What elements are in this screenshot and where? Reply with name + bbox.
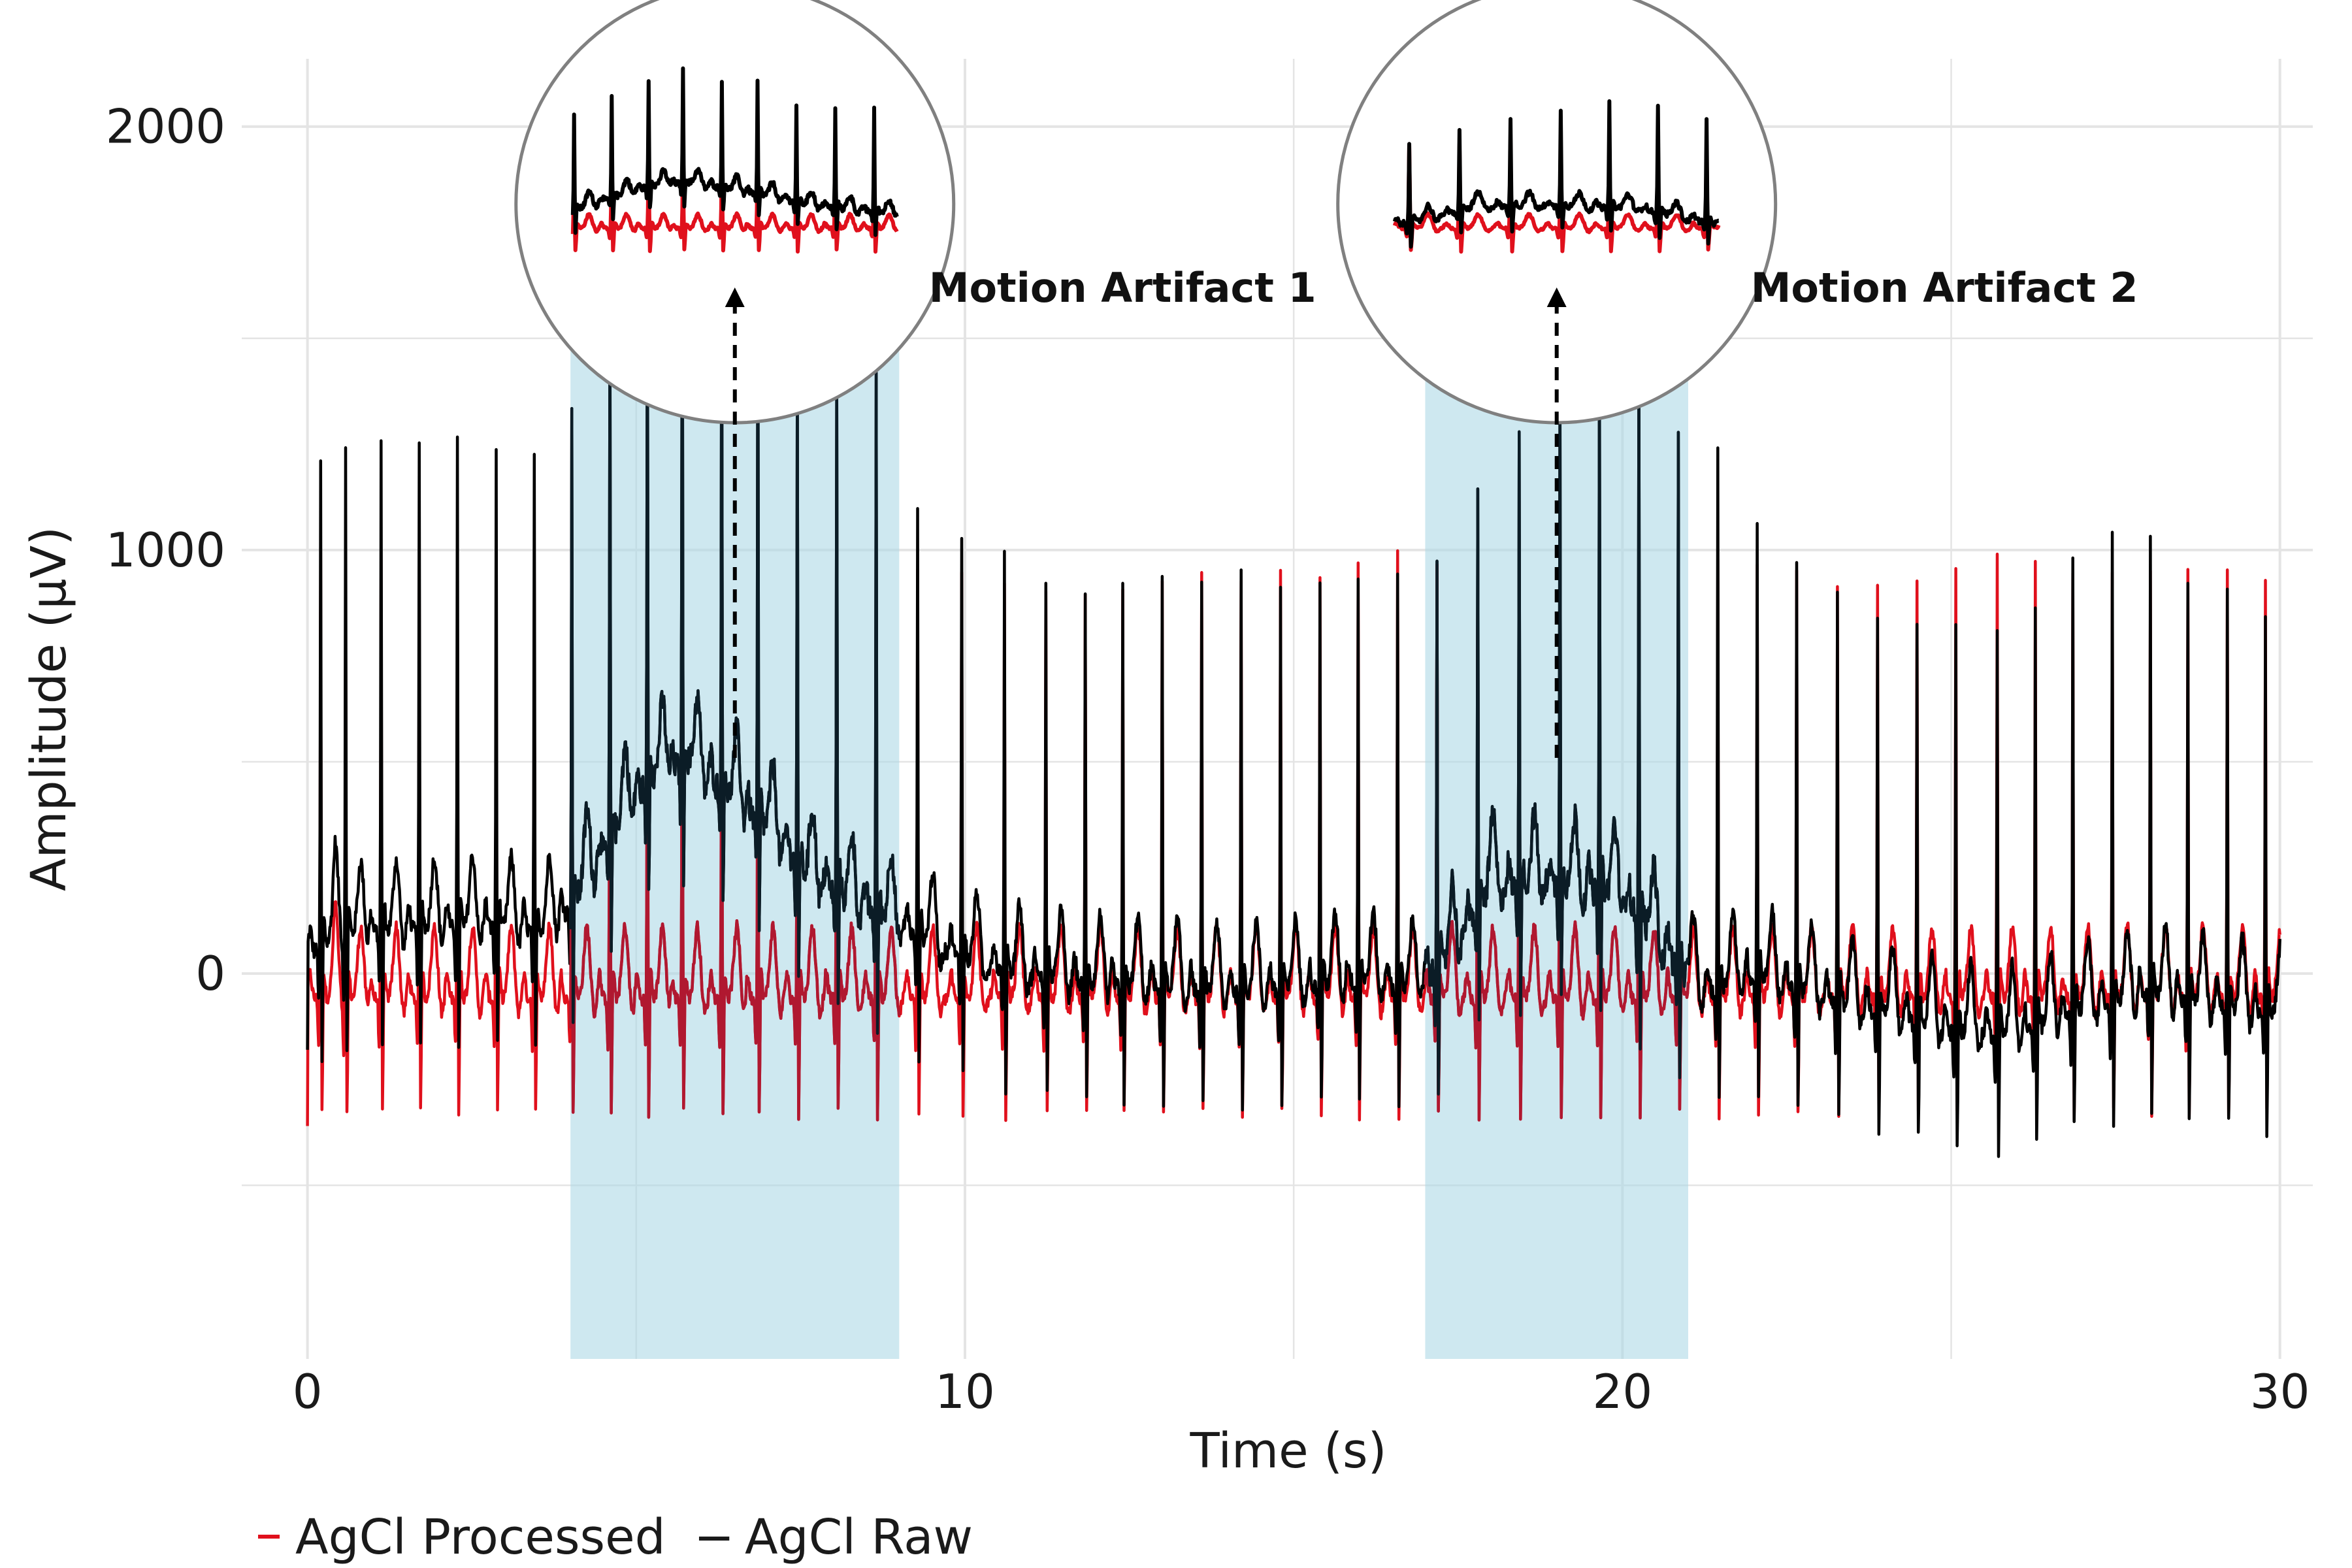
- legend-label-processed: AgCl Processed: [295, 1509, 666, 1565]
- x-tick-label: 20: [1593, 1364, 1653, 1419]
- zoom-inset-2: [1336, 0, 1778, 758]
- annotation-motion-artifact-2: Motion Artifact 2: [1751, 264, 2138, 312]
- zoom-insets: [514, 0, 1778, 758]
- zoom-circle-fill: [515, 0, 954, 423]
- x-axis-title: Time (s): [1190, 1423, 1387, 1479]
- x-tick-label: 30: [2250, 1364, 2310, 1419]
- series-processed-in-region-1: [568, 547, 901, 1122]
- zoom-arrow-head: [1546, 287, 1567, 307]
- y-tick-label: 0: [195, 946, 225, 1001]
- zoom-content: [570, 66, 899, 254]
- y-tick-label: 1000: [106, 523, 225, 578]
- legend-separator: −: [694, 1509, 734, 1565]
- zoom-series-processed: [570, 139, 899, 254]
- zoom-series-processed: [1392, 140, 1721, 254]
- axis-ticks: 0 10 20 30 0 1000 2000: [106, 99, 2310, 1419]
- zoom-series-raw: [1392, 99, 1720, 249]
- legend: AgCl Processed − AgCl Raw: [258, 1509, 973, 1565]
- artifact-overlay: [568, 167, 1690, 1122]
- x-tick-label: 10: [935, 1364, 995, 1419]
- y-axis-title: Amplitude (µV): [21, 527, 77, 891]
- x-tick-label: 0: [293, 1364, 323, 1419]
- zoom-inset-1: [514, 0, 956, 758]
- series-processed-in-region-2: [1424, 555, 1690, 1122]
- legend-label-raw: AgCl Raw: [745, 1509, 973, 1565]
- annotation-motion-artifact-1: Motion Artifact 1: [929, 264, 1316, 312]
- zoom-content: [1392, 99, 1721, 254]
- zoom-arrow-head: [725, 287, 745, 307]
- y-tick-label: 2000: [106, 99, 225, 154]
- series-raw-in-region-2: [1424, 338, 1690, 1096]
- zoom-series-raw: [570, 66, 899, 237]
